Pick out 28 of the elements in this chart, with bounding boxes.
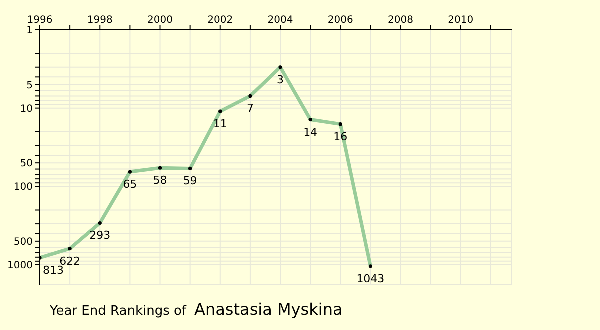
data-label: 65 [123,178,138,192]
data-label: 16 [334,130,348,144]
data-label: 14 [304,126,318,139]
x-tick-label: 2000 [148,15,173,26]
y-tick-label: 1 [26,26,33,37]
y-tick-label: 500 [14,236,33,248]
x-tick-label: 2002 [208,15,234,26]
x-tick-label: 1996 [27,15,53,26]
y-tick-label: 10 [20,104,33,115]
data-label: 11 [213,118,228,131]
data-label: 7 [246,102,254,116]
x-tick-label: 2008 [388,15,414,26]
text: Year End Rankings of [50,304,187,319]
x-tick-label: 2004 [268,15,294,26]
text: Anastasia Myskina [194,300,343,319]
y-tick-label: 100 [14,182,33,194]
data-label: 813 [43,264,64,277]
y-tick-label: 50 [20,158,33,170]
x-tick-label: 1998 [87,15,113,26]
x-tick-label: 2010 [448,15,474,26]
y-tick-label: 5 [26,80,33,92]
data-label: 3 [277,73,284,86]
data-label: 1043 [356,272,385,286]
x-tick-label: 2006 [328,15,354,26]
data-label: 59 [183,174,198,188]
y-tick-label: 1000 [8,260,33,272]
data-label: 293 [90,229,111,242]
data-label: 58 [153,174,168,188]
